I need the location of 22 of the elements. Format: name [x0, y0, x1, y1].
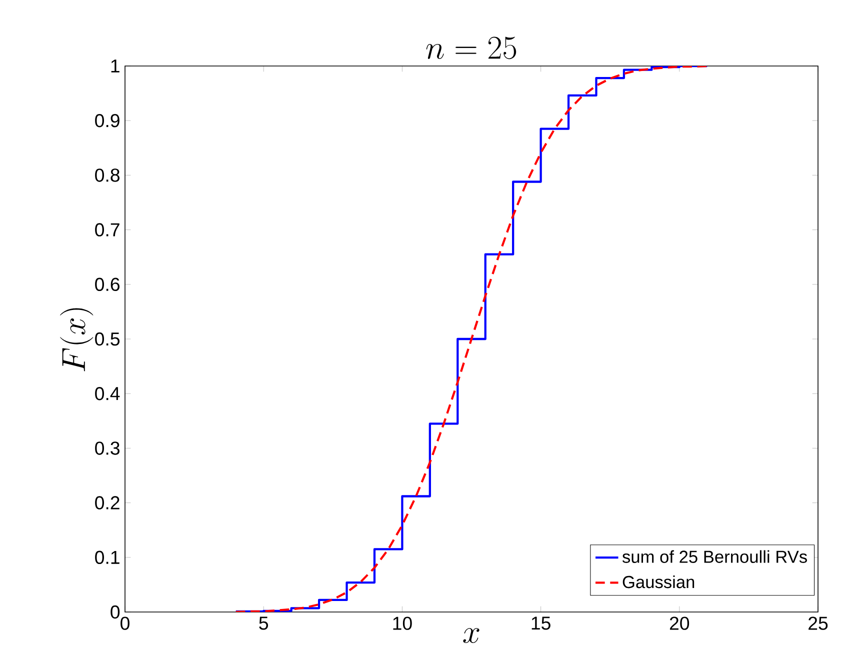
y-axis-title: $F(x)$: [60, 308, 94, 372]
y-tick-label: 1: [111, 60, 120, 72]
x-tick-label: 15: [532, 616, 550, 630]
y-tick-label: 0.4: [95, 386, 120, 400]
y-tick-label: 0.3: [95, 442, 120, 455]
y-tick-label: 0: [110, 605, 120, 619]
y-tick-label: 0.2: [95, 496, 120, 510]
x-tick-label: 0: [120, 616, 130, 630]
y-tick-label: 0.1: [95, 550, 120, 564]
y-tick-label: 0.5: [95, 332, 120, 346]
x-tick-label: 20: [670, 616, 690, 630]
chart-title: $n = 25$: [426, 36, 516, 60]
legend-label: sum of 25 Bernoulli RVs: [622, 550, 807, 563]
x-axis-title: $x$: [463, 628, 480, 644]
x-tick-label: 5: [259, 616, 268, 630]
y-tick-label: 0.8: [95, 168, 120, 182]
y-tick-label: 0.6: [95, 278, 120, 292]
y-tick-label: 0.7: [95, 223, 120, 236]
x-tick-label: 25: [808, 616, 828, 630]
legend-label: Gaussian: [622, 575, 694, 588]
y-tick-label: 0.9: [95, 114, 120, 128]
x-tick-label: 10: [393, 616, 412, 630]
